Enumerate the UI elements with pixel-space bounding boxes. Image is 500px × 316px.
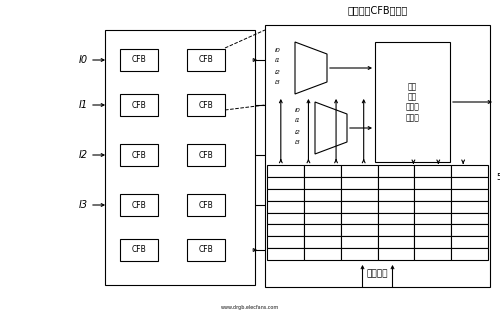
Bar bbox=[120, 49, 158, 71]
Text: I0: I0 bbox=[78, 55, 88, 65]
Polygon shape bbox=[315, 102, 347, 154]
Bar bbox=[414, 201, 451, 212]
Bar bbox=[304, 212, 341, 224]
Text: CFB: CFB bbox=[198, 100, 214, 110]
Bar bbox=[414, 177, 451, 189]
Bar bbox=[340, 201, 378, 212]
Bar bbox=[187, 94, 225, 116]
Bar bbox=[120, 239, 158, 261]
Text: I0: I0 bbox=[295, 107, 301, 112]
Bar bbox=[451, 212, 488, 224]
Text: I2: I2 bbox=[275, 70, 281, 75]
Bar bbox=[120, 194, 158, 216]
Bar bbox=[187, 144, 225, 166]
Bar bbox=[378, 201, 414, 212]
Bar bbox=[267, 236, 304, 248]
Text: CFB: CFB bbox=[198, 150, 214, 160]
Text: www.drgb.elecfans.com: www.drgb.elecfans.com bbox=[221, 306, 279, 311]
Text: 配置位串: 配置位串 bbox=[367, 270, 388, 278]
Bar bbox=[340, 224, 378, 236]
Text: CFB: CFB bbox=[132, 246, 146, 254]
Text: CFB: CFB bbox=[198, 246, 214, 254]
Text: CFB: CFB bbox=[132, 100, 146, 110]
Bar bbox=[451, 224, 488, 236]
Bar bbox=[378, 177, 414, 189]
Bar bbox=[414, 236, 451, 248]
Text: CFB: CFB bbox=[132, 56, 146, 64]
Bar bbox=[267, 189, 304, 201]
Text: I3: I3 bbox=[275, 81, 281, 86]
Text: CFB: CFB bbox=[198, 56, 214, 64]
Text: CFB: CFB bbox=[132, 200, 146, 210]
Bar bbox=[378, 189, 414, 201]
Bar bbox=[414, 224, 451, 236]
Bar bbox=[304, 248, 341, 260]
Bar bbox=[304, 224, 341, 236]
Bar bbox=[451, 201, 488, 212]
Bar bbox=[105, 30, 255, 285]
Text: 其中一个CFB的结构: 其中一个CFB的结构 bbox=[348, 5, 408, 15]
Text: I0: I0 bbox=[275, 47, 281, 52]
Bar bbox=[414, 212, 451, 224]
Text: www.drgb.elecfans.com: www.drgb.elecfans.com bbox=[221, 306, 279, 311]
Bar bbox=[267, 224, 304, 236]
Bar bbox=[267, 177, 304, 189]
Bar bbox=[267, 201, 304, 212]
Bar bbox=[451, 189, 488, 201]
Bar bbox=[304, 165, 341, 177]
Bar bbox=[340, 189, 378, 201]
Bar bbox=[340, 165, 378, 177]
Bar bbox=[378, 212, 414, 224]
Bar bbox=[340, 177, 378, 189]
Bar bbox=[378, 224, 414, 236]
Bar bbox=[267, 165, 304, 177]
Text: I1: I1 bbox=[295, 118, 301, 124]
Bar bbox=[451, 165, 488, 177]
Bar bbox=[375, 42, 450, 162]
Bar bbox=[304, 201, 341, 212]
Text: 与门
或门
异或门
与非门: 与门 或门 异或门 与非门 bbox=[406, 82, 419, 122]
Text: 5位: 5位 bbox=[496, 173, 500, 181]
Text: CFB: CFB bbox=[198, 200, 214, 210]
Bar bbox=[451, 177, 488, 189]
Bar bbox=[187, 239, 225, 261]
Text: I1: I1 bbox=[78, 100, 88, 110]
Bar bbox=[120, 94, 158, 116]
Text: CFB: CFB bbox=[132, 150, 146, 160]
Text: I3: I3 bbox=[295, 141, 301, 145]
Text: I2: I2 bbox=[78, 150, 88, 160]
Bar bbox=[120, 144, 158, 166]
Text: I2: I2 bbox=[295, 130, 301, 135]
Text: I3: I3 bbox=[78, 200, 88, 210]
Bar bbox=[340, 236, 378, 248]
Bar bbox=[187, 194, 225, 216]
Bar bbox=[451, 236, 488, 248]
Bar bbox=[304, 236, 341, 248]
Text: I1: I1 bbox=[275, 58, 281, 64]
Bar bbox=[414, 165, 451, 177]
Polygon shape bbox=[295, 42, 327, 94]
Bar bbox=[378, 165, 414, 177]
Bar bbox=[378, 236, 414, 248]
Bar bbox=[187, 49, 225, 71]
Bar bbox=[340, 212, 378, 224]
Bar bbox=[304, 189, 341, 201]
Bar bbox=[451, 248, 488, 260]
Bar bbox=[414, 248, 451, 260]
Bar bbox=[267, 248, 304, 260]
Bar bbox=[414, 189, 451, 201]
Bar bbox=[340, 248, 378, 260]
Bar bbox=[267, 212, 304, 224]
Bar bbox=[304, 177, 341, 189]
Bar bbox=[265, 25, 490, 287]
Bar bbox=[378, 248, 414, 260]
